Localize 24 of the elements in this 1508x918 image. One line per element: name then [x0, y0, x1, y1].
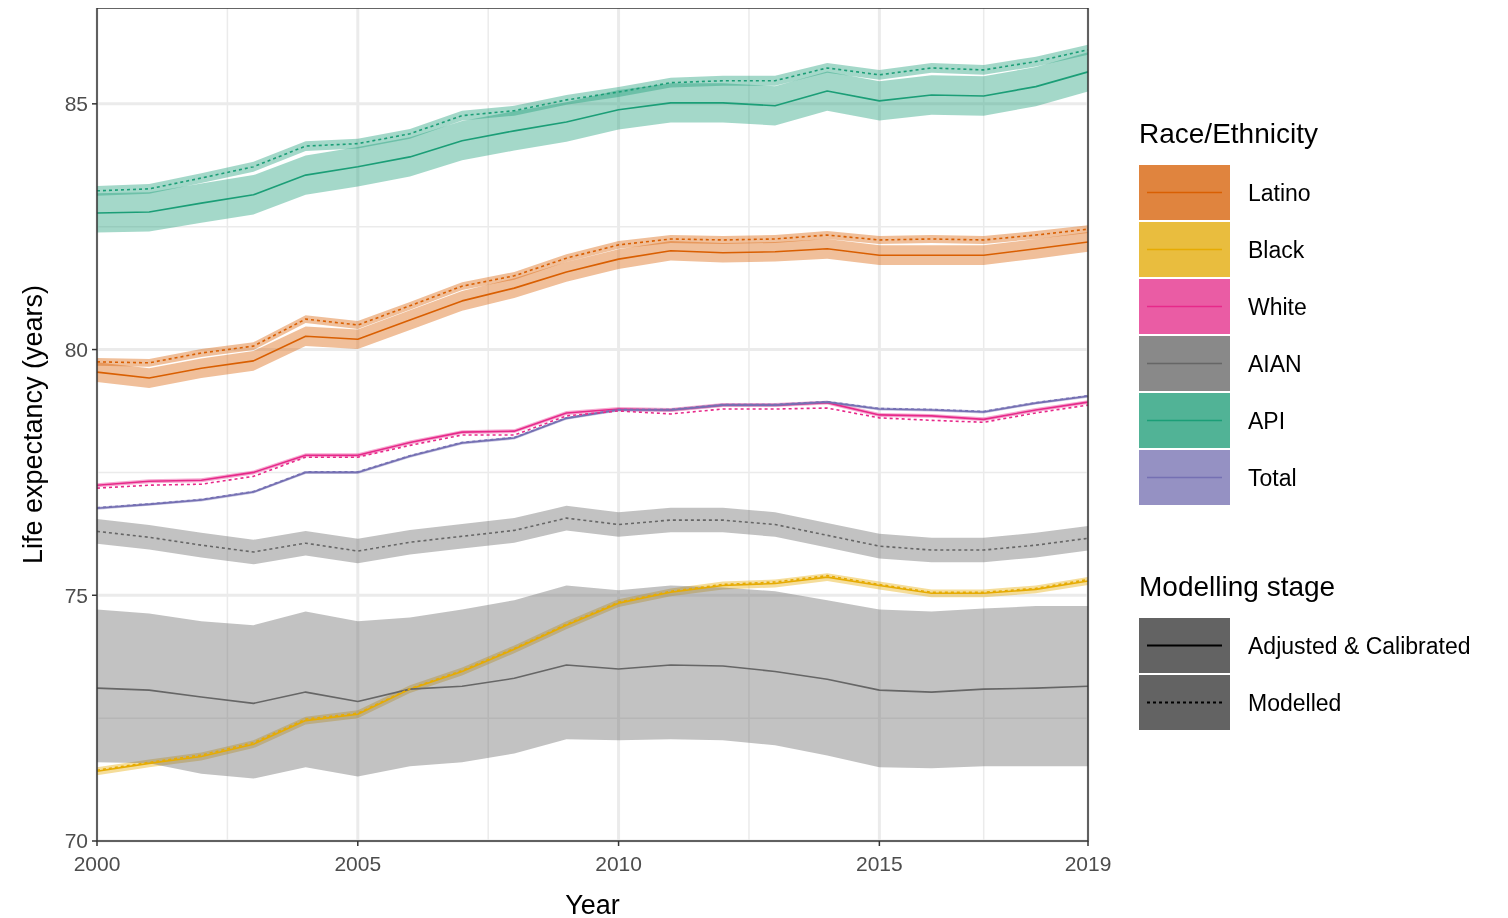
- x-tick-label: 2010: [595, 852, 642, 875]
- x-tick-label: 2005: [334, 852, 382, 875]
- legend-label: API: [1248, 407, 1286, 434]
- y-axis-title: Life expectancy (years): [18, 284, 48, 565]
- y-tick-label: 85: [64, 92, 88, 116]
- legend-label: Latino: [1248, 179, 1311, 206]
- legend-label: White: [1248, 293, 1307, 320]
- legend-label: AIAN: [1248, 350, 1302, 377]
- legend-title: Race/Ethnicity: [1139, 118, 1318, 149]
- x-tick-label: 2019: [1064, 852, 1112, 875]
- legend-label: Total: [1248, 464, 1297, 491]
- y-tick-label: 70: [64, 829, 88, 853]
- y-tick-label: 75: [64, 583, 88, 607]
- line-series: [96, 517, 1089, 553]
- line-series: [96, 664, 1089, 705]
- line-series: [96, 71, 1089, 214]
- text: Modelling stage: [1139, 571, 1336, 602]
- text: Modelled: [1248, 689, 1342, 716]
- x-tick-label: 2015: [856, 852, 903, 875]
- x-tick-label: 2000: [73, 852, 121, 875]
- text: Adjusted & Calibrated: [1248, 632, 1471, 659]
- y-tick-label: 80: [64, 337, 88, 361]
- x-axis-title: Year: [565, 890, 620, 918]
- legend-label: Black: [1248, 236, 1305, 263]
